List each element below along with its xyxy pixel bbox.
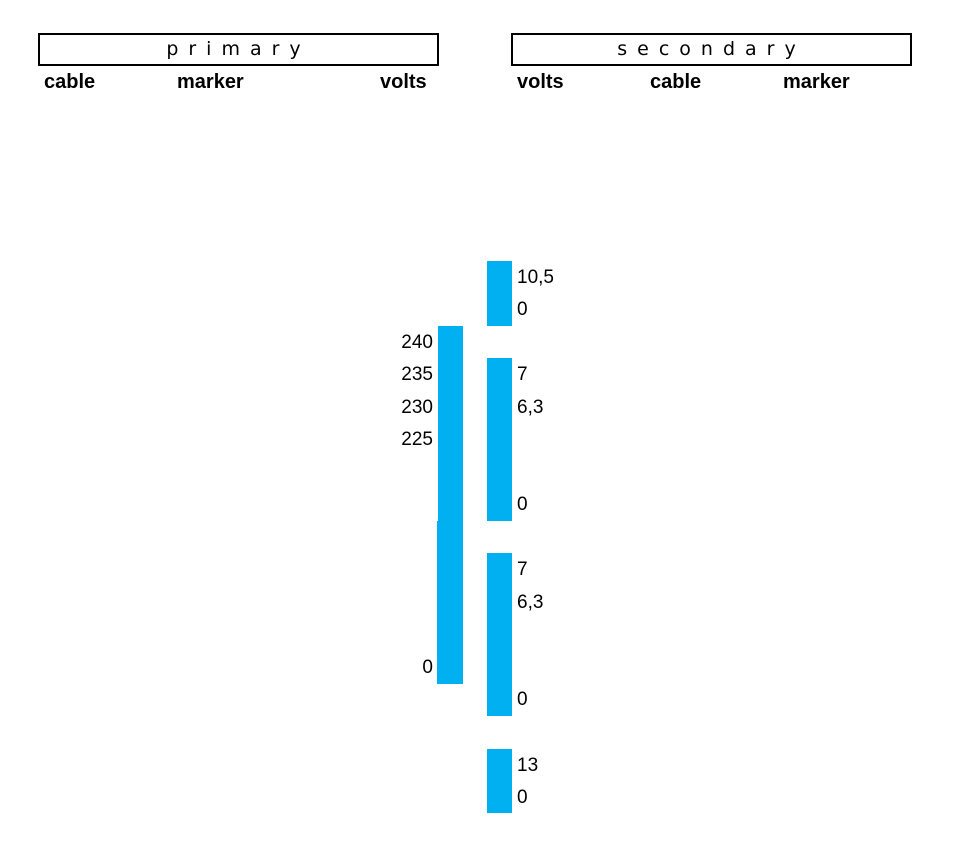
primary-winding-bar-lower bbox=[437, 521, 463, 684]
secondary-tap-label: 10,5 bbox=[517, 267, 554, 288]
primary-col-marker: marker bbox=[177, 71, 244, 93]
secondary-tap-label: 0 bbox=[517, 689, 528, 710]
secondary-winding-1-bar bbox=[487, 261, 512, 326]
secondary-tap-label: 0 bbox=[517, 787, 528, 808]
secondary-tap-label: 0 bbox=[517, 494, 528, 515]
secondary-tap-label: 7 bbox=[517, 559, 528, 580]
secondary-winding-2-bar bbox=[487, 358, 512, 521]
primary-tap-label: 235 bbox=[401, 364, 433, 385]
primary-tap-label: 0 bbox=[422, 657, 433, 678]
primary-tap-label: 240 bbox=[401, 332, 433, 353]
secondary-header: secondary bbox=[511, 33, 912, 66]
secondary-winding-3-bar bbox=[487, 553, 512, 716]
secondary-tap-label: 13 bbox=[517, 755, 539, 776]
primary-winding-bar-upper bbox=[438, 326, 463, 521]
secondary-tap-label: 7 bbox=[517, 364, 528, 385]
secondary-tap-label: 0 bbox=[517, 299, 528, 320]
primary-header: primary bbox=[38, 33, 439, 66]
secondary-winding-4-bar bbox=[487, 749, 512, 813]
primary-col-cable: cable bbox=[44, 71, 96, 93]
secondary-col-volts: volts bbox=[517, 71, 564, 93]
primary-tap-label: 225 bbox=[401, 429, 433, 450]
secondary-col-marker: marker bbox=[783, 71, 850, 93]
secondary-tap-label: 6,3 bbox=[517, 397, 544, 418]
secondary-tap-label: 6,3 bbox=[517, 592, 544, 613]
secondary-col-cable: cable bbox=[650, 71, 702, 93]
primary-col-volts: volts bbox=[380, 71, 427, 93]
primary-tap-label: 230 bbox=[401, 397, 433, 418]
